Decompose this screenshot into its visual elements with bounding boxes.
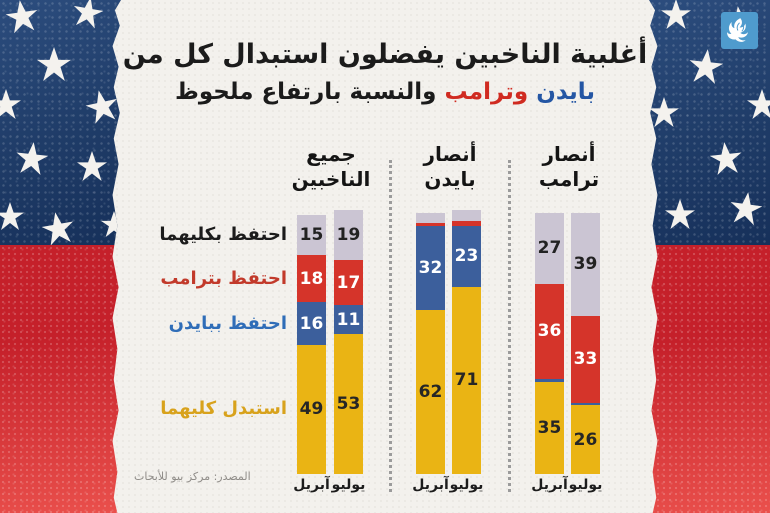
headline-line2: بايدن وترامب والنسبة بارتفاع ملحوظ xyxy=(118,77,652,107)
star-icon xyxy=(661,0,691,29)
segment-value: 23 xyxy=(454,246,479,267)
segment-value: 39 xyxy=(573,254,598,275)
group-header-line: بايدن xyxy=(424,167,476,191)
star-icon xyxy=(687,47,724,84)
bar-segment-biden-supporters-آبريل-replace_both: 62 xyxy=(416,310,445,474)
star-icon xyxy=(665,199,695,229)
bar-segment-biden-supporters-آبريل-keep_biden: 32 xyxy=(416,225,445,311)
headline-rest: والنسبة بارتفاع ملحوظ xyxy=(174,79,437,105)
segment-value: 16 xyxy=(299,313,324,334)
legend-item-replace_both: استبدل كليهما xyxy=(160,398,287,420)
star-icon xyxy=(37,47,71,81)
flag-red-field-left xyxy=(0,245,121,513)
group-header-line: أنصار xyxy=(542,142,596,166)
segment-value: 62 xyxy=(418,382,443,403)
headline-biden-word: بايدن xyxy=(536,79,596,105)
legend-item-keep_biden: احتفظ ببايدن xyxy=(168,312,287,334)
aljazeera-logo xyxy=(721,12,758,49)
bar-segment-biden-supporters-آبريل-keep_both xyxy=(416,212,445,224)
segment-value: 27 xyxy=(537,238,562,259)
flag-blue-field-left xyxy=(0,0,121,245)
flag-band-left xyxy=(0,0,121,513)
group-header-line: الناخبين xyxy=(291,167,371,191)
segment-value: 32 xyxy=(418,258,443,279)
legend-item-keep_trump: احتفظ بترامب xyxy=(160,267,287,289)
bar-segment-all-voters-آبريل-replace_both: 49 xyxy=(297,344,326,474)
month-label-all-voters-1: يوليو xyxy=(331,477,366,493)
star-icon xyxy=(77,151,107,181)
bar-segment-trump-supporters-يوليو-keep_biden xyxy=(571,402,600,406)
bar-segment-all-voters-آبريل-keep_both: 15 xyxy=(297,215,326,255)
group-header-line: أنصار xyxy=(423,142,477,166)
segment-value: 49 xyxy=(299,399,324,420)
source-credit: المصدر: مركز بيو للأبحاث xyxy=(134,470,251,483)
month-label-trump-supporters-1: يوليو xyxy=(568,477,603,493)
star-icon xyxy=(83,87,121,125)
bar-segment-all-voters-آبريل-keep_trump: 18 xyxy=(297,254,326,303)
star-icon xyxy=(0,89,21,119)
star-icon xyxy=(4,0,40,34)
segment-value: 53 xyxy=(336,394,361,415)
segment-value: 71 xyxy=(454,370,479,391)
headline-line1: أغلبية الناخبين يفضلون استبدال كل من xyxy=(122,39,648,70)
star-icon xyxy=(649,97,679,127)
segment-value: 26 xyxy=(573,429,598,450)
month-label-trump-supporters-0: آبريل xyxy=(531,477,568,493)
bar-segment-trump-supporters-آبريل-keep_biden xyxy=(535,378,564,382)
star-icon xyxy=(728,190,764,226)
bar-segment-trump-supporters-يوليو-replace_both: 26 xyxy=(571,405,600,474)
segment-value: 36 xyxy=(537,321,562,342)
segment-value: 11 xyxy=(336,309,361,330)
group-header-biden-supporters: أنصار بايدن xyxy=(375,142,525,192)
bar-segment-all-voters-يوليو-replace_both: 53 xyxy=(334,334,363,474)
legend-item-keep_both: احتفظ بكليهما xyxy=(159,224,287,246)
bar-segment-biden-supporters-يوليو-keep_both xyxy=(452,210,481,221)
star-icon xyxy=(14,140,49,175)
headline-trump-word: وترامب xyxy=(444,79,529,105)
bar-segment-trump-supporters-يوليو-keep_trump: 33 xyxy=(571,315,600,403)
star-icon xyxy=(747,89,770,119)
segment-value: 33 xyxy=(573,349,598,370)
headline: أغلبية الناخبين يفضلون استبدال كل من باي… xyxy=(118,38,652,107)
group-separator xyxy=(508,160,511,492)
month-label-all-voters-0: آبريل xyxy=(293,477,330,493)
bar-segment-trump-supporters-يوليو-keep_both: 39 xyxy=(571,212,600,316)
bar-segment-all-voters-آبريل-keep_biden: 16 xyxy=(297,302,326,345)
bar-segment-all-voters-يوليو-keep_trump: 17 xyxy=(334,260,363,306)
segment-value: 19 xyxy=(336,225,361,246)
bar-segment-biden-supporters-يوليو-keep_trump xyxy=(452,220,481,226)
segment-value: 18 xyxy=(299,268,324,289)
month-label-biden-supporters-1: يوليو xyxy=(449,477,484,493)
flag-band-right xyxy=(649,0,770,513)
group-header-line: ترامب xyxy=(538,167,600,191)
bar-segment-trump-supporters-آبريل-keep_trump: 36 xyxy=(535,283,564,379)
bar-segment-all-voters-يوليو-keep_biden: 11 xyxy=(334,305,363,335)
star-icon xyxy=(71,0,106,29)
bar-segment-biden-supporters-يوليو-replace_both: 71 xyxy=(452,286,481,474)
star-icon xyxy=(101,211,121,237)
bar-segment-all-voters-يوليو-keep_both: 19 xyxy=(334,210,363,261)
segment-value: 35 xyxy=(537,417,562,438)
bar-segment-trump-supporters-آبريل-keep_both: 27 xyxy=(535,212,564,284)
bar-segment-biden-supporters-آبريل-keep_trump xyxy=(416,223,445,226)
group-header-trump-supporters: أنصار ترامب xyxy=(494,142,644,192)
bar-segment-biden-supporters-يوليو-keep_biden: 23 xyxy=(452,225,481,287)
group-header-line: جميع xyxy=(306,142,356,166)
group-separator xyxy=(389,160,392,492)
star-icon xyxy=(0,202,24,230)
bar-segment-trump-supporters-آبريل-replace_both: 35 xyxy=(535,381,564,474)
star-icon xyxy=(39,209,76,246)
aljazeera-logo-icon xyxy=(727,18,749,42)
segment-value: 17 xyxy=(336,272,361,293)
month-label-biden-supporters-0: آبريل xyxy=(412,477,449,493)
flag-red-field-right xyxy=(649,245,770,513)
group-header-all-voters: جميع الناخبين xyxy=(256,142,406,192)
star-icon xyxy=(708,140,743,175)
segment-value: 15 xyxy=(299,225,324,246)
